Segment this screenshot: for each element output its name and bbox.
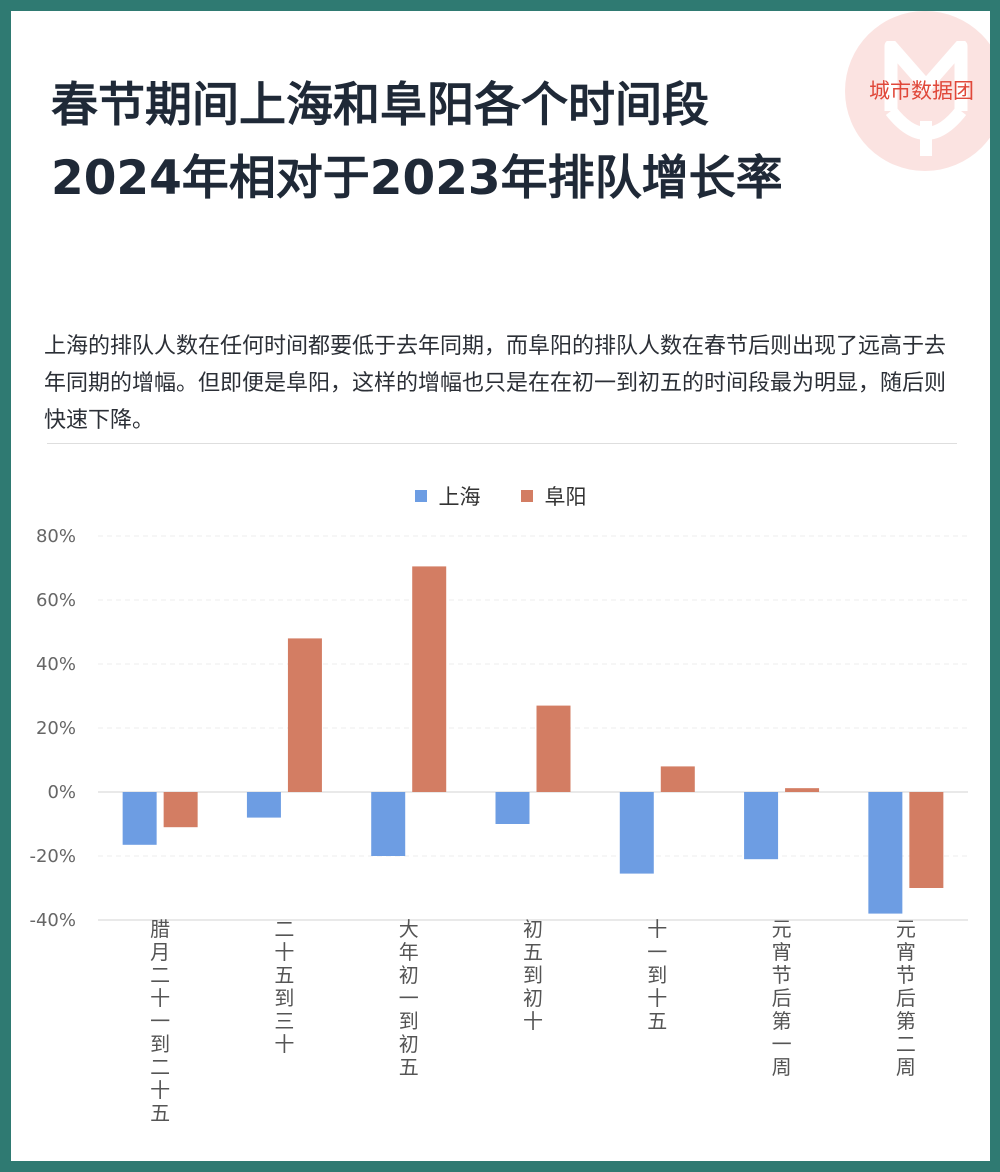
legend-label-shanghai: 上海 xyxy=(438,485,481,509)
chart-description: 上海的排队人数在任何时间都要低于去年同期，而阜阳的排队人数在春节后则出现了远高于… xyxy=(44,334,947,433)
bar-shanghai[interactable] xyxy=(246,792,281,818)
y-tick-label: 80% xyxy=(36,526,76,547)
chart-title: 春节期间上海和阜阳各个时间段2024年相对于2023年排队增长率 xyxy=(51,78,783,206)
bar-shanghai[interactable] xyxy=(495,792,530,824)
bar-shanghai[interactable] xyxy=(371,792,406,856)
legend-swatch-fuyang xyxy=(520,490,533,502)
bar-shanghai[interactable] xyxy=(868,792,903,914)
y-tick-label: -40% xyxy=(29,910,76,931)
bar-fuyang[interactable] xyxy=(660,766,695,792)
x-tick-label: 初五到初十 xyxy=(523,917,543,1033)
brand-name: 城市数据团 xyxy=(869,79,974,103)
legend-item-shanghai[interactable]: 上海 xyxy=(414,481,481,511)
legend-swatch-shanghai xyxy=(414,490,427,502)
bar-shanghai[interactable] xyxy=(122,792,157,845)
bar-fuyang[interactable] xyxy=(412,566,447,792)
x-tick-label: 腊月二十一到二十五 xyxy=(150,917,171,1125)
x-tick-label: 元宵节后第一周 xyxy=(771,917,792,1079)
brand-logo-icon xyxy=(884,41,968,156)
y-tick-label: -20% xyxy=(29,846,76,867)
x-tick-label: 元宵节后第二周 xyxy=(895,917,916,1079)
x-tick-label: 二十五到三十 xyxy=(274,917,295,1056)
bar-fuyang[interactable] xyxy=(287,638,322,792)
legend-label-fuyang: 阜阳 xyxy=(544,485,587,509)
legend-item-fuyang[interactable]: 阜阳 xyxy=(520,481,587,511)
section-divider xyxy=(47,443,957,444)
y-tick-label: 40% xyxy=(36,654,76,675)
bar-chart: 80% 60% 40% 20% 0% -20% -40% xyxy=(29,526,968,931)
y-tick-label: 60% xyxy=(36,590,76,611)
chart-legend: 上海 阜阳 xyxy=(11,481,990,511)
x-tick-label: 大年初一到初五 xyxy=(398,917,419,1079)
bar-shanghai[interactable] xyxy=(619,792,654,874)
x-tick-label: 十一到十五 xyxy=(647,917,668,1033)
bar-fuyang[interactable] xyxy=(909,792,944,888)
bar-shanghai[interactable] xyxy=(744,792,779,860)
y-tick-label: 20% xyxy=(36,718,76,739)
bar-fuyang[interactable] xyxy=(536,705,571,792)
bar-fuyang[interactable] xyxy=(785,788,820,792)
infographic-card: 城市数据团 春节期间上海和阜阳各个时间段2024年相对于2023年排队增长率 上… xyxy=(11,11,990,1161)
bar-fuyang[interactable] xyxy=(163,792,198,828)
y-tick-label: 0% xyxy=(47,782,76,803)
